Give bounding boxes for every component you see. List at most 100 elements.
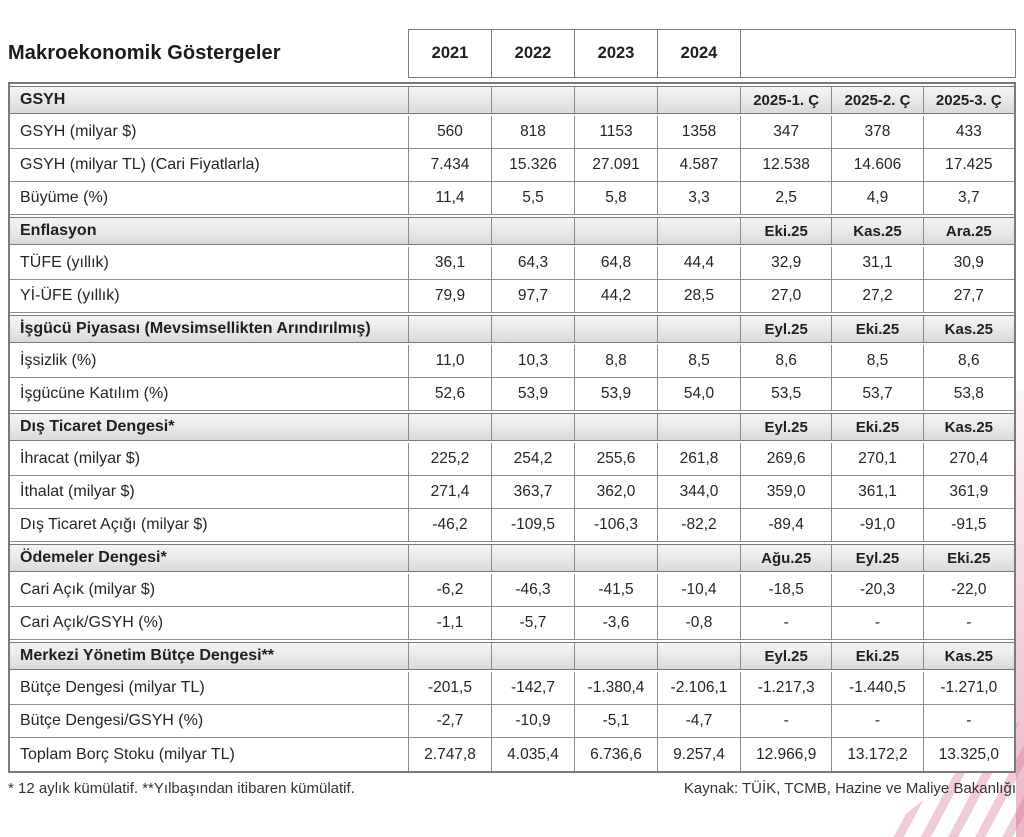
row-label: Cari Açık/GSYH (%) (20, 614, 164, 631)
cell-value: 3,3 (657, 182, 740, 214)
cell-value: -10,4 (657, 574, 740, 606)
cell-value: 36,1 (408, 247, 491, 279)
report-content: Makroekonomik Göstergeler 2021 2022 2023… (8, 29, 1016, 797)
period-header: Ara.25 (922, 218, 1014, 244)
cell-value: 270,1 (831, 443, 922, 475)
section-label: GSYH (20, 91, 66, 108)
row-label: Yİ-ÜFE (yıllık) (20, 287, 120, 304)
cell-value: - (740, 607, 831, 639)
section-empty-cell (408, 545, 491, 571)
cell-value: 32,9 (740, 247, 831, 279)
table-row: Bütçe Dengesi (milyar TL) -201,5 -142,7 -1.… (10, 672, 1014, 705)
period-header: Kas.25 (922, 414, 1014, 440)
cell-value: - (831, 607, 922, 639)
column-header-year: 2022 (491, 29, 574, 78)
cell-value: - (740, 705, 831, 737)
cell-value: 347 (740, 116, 831, 148)
row-label: Toplam Borç Stoku (milyar TL) (20, 745, 235, 763)
cell-value: -6,2 (408, 574, 491, 606)
section-empty-cell (657, 316, 740, 342)
cell-value: 54,0 (657, 378, 740, 410)
cell-value: -1,1 (408, 607, 491, 639)
row-label: İşsizlik (%) (20, 352, 97, 369)
cell-value: 11,0 (408, 345, 491, 377)
table-row: TÜFE (yıllık) 36,1 64,3 64,8 44,4 32,9 31,1 30,… (10, 247, 1014, 280)
section-row: İşgücü Piyasası (Mevsimsellikten Arındır… (10, 315, 1014, 343)
cell-value: 12.966,9 (740, 738, 831, 771)
period-header: Kas.25 (831, 218, 922, 244)
section-empty-cell (657, 87, 740, 113)
cell-value: 4.035,4 (491, 738, 574, 771)
cell-value: 361,9 (922, 476, 1014, 508)
cell-value: 44,2 (574, 280, 657, 312)
section-row: Enflasyon Eki.25 Kas.25 Ara.25 (10, 217, 1014, 245)
cell-value: 433 (922, 116, 1014, 148)
cell-value: 64,8 (574, 247, 657, 279)
section-empty-cell (574, 316, 657, 342)
cell-value: 28,5 (657, 280, 740, 312)
period-header: Eki.25 (922, 545, 1014, 571)
cell-value: 11,4 (408, 182, 491, 214)
period-header: 2025-1. Ç (740, 87, 831, 113)
cell-value: 269,6 (740, 443, 831, 475)
cell-value: 13.325,0 (922, 738, 1014, 771)
section-empty-cell (408, 218, 491, 244)
cell-value: 361,1 (831, 476, 922, 508)
cell-value: -46,3 (491, 574, 574, 606)
table-row: GSYH (milyar $) 560 818 1153 1358 347 378 433 (10, 116, 1014, 149)
cell-value: 44,4 (657, 247, 740, 279)
section-row: Ödemeler Dengesi* Ağu.25 Eyl.25 Eki.25 (10, 544, 1014, 572)
table-row: İhracat (milyar $) 225,2 254,2 255,6 261,8 26… (10, 443, 1014, 476)
period-header: Eki.25 (831, 316, 922, 342)
table-row: Dış Ticaret Açığı (milyar $) -46,2 -109,5-… (10, 509, 1014, 542)
period-header: Eyl.25 (831, 545, 922, 571)
pink-edge-decoration (1016, 390, 1024, 837)
period-header: Eki.25 (831, 414, 922, 440)
table-row: Cari Açık/GSYH (%) -1,1 -5,7 -3,6 -0,8- - - (10, 607, 1014, 640)
cell-value: 15.326 (491, 149, 574, 181)
column-header-year: 2023 (574, 29, 657, 78)
table-row: Büyüme (%) 11,4 5,5 5,8 3,3 2,5 4,9 3,7 (10, 182, 1014, 215)
row-label: Dış Ticaret Açığı (milyar $) (20, 516, 208, 533)
section-empty-cell (574, 414, 657, 440)
cell-value: -41,5 (574, 574, 657, 606)
cell-value: -1.217,3 (740, 672, 831, 704)
section-empty-cell (657, 218, 740, 244)
table-header-row: Makroekonomik Göstergeler 2021 2022 2023… (8, 29, 1016, 78)
cell-value: 8,5 (657, 345, 740, 377)
section-label: İşgücü Piyasası (Mevsimsellikten Arındır… (20, 320, 371, 337)
cell-value: 3,7 (922, 182, 1014, 214)
cell-value: 363,7 (491, 476, 574, 508)
section-label: Dış Ticaret Dengesi* (20, 418, 175, 435)
row-label: İhracat (milyar $) (20, 450, 141, 467)
cell-value: 254,2 (491, 443, 574, 475)
cell-value: 53,7 (831, 378, 922, 410)
source-text: Kaynak: TÜİK, TCMB, Hazine ve Maliye Bak… (683, 780, 1016, 797)
cell-value: -22,0 (922, 574, 1014, 606)
cell-value: 10,3 (491, 345, 574, 377)
row-label: Bütçe Dengesi/GSYH (%) (20, 712, 204, 729)
cell-value: 8,8 (574, 345, 657, 377)
cell-value: -10,9 (491, 705, 574, 737)
section-empty-cell (491, 218, 574, 244)
row-label: Bütçe Dengesi (milyar TL) (20, 679, 205, 696)
section-empty-cell (408, 643, 491, 669)
cell-value: 27,2 (831, 280, 922, 312)
cell-value: 12.538 (740, 149, 831, 181)
period-header: Kas.25 (922, 643, 1014, 669)
column-header-empty (740, 29, 1016, 78)
cell-value: -142,7 (491, 672, 574, 704)
cell-value: 818 (491, 116, 574, 148)
section-empty-cell (491, 414, 574, 440)
cell-value: - (922, 607, 1014, 639)
cell-value: 362,0 (574, 476, 657, 508)
cell-value: 8,5 (831, 345, 922, 377)
row-label: İthalat (milyar $) (20, 483, 135, 500)
cell-value: -89,4 (740, 509, 831, 541)
cell-value: 1358 (657, 116, 740, 148)
cell-value: - (922, 705, 1014, 737)
section-empty-cell (408, 414, 491, 440)
cell-value: 8,6 (922, 345, 1014, 377)
section-empty-cell (574, 87, 657, 113)
cell-value: 1153 (574, 116, 657, 148)
